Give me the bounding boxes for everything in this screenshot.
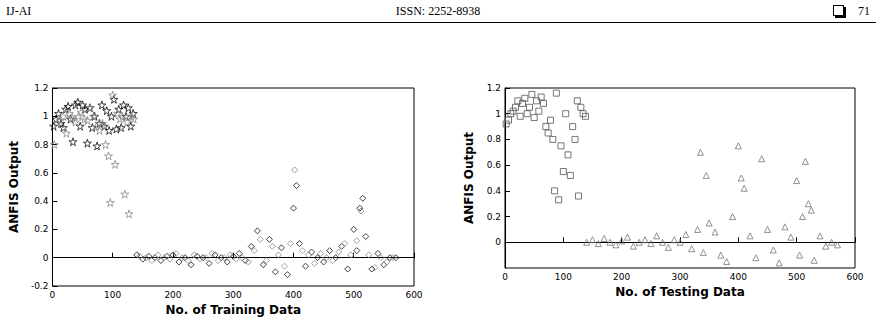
svg-text:No. of Training Data: No. of Training Data (165, 303, 301, 317)
svg-text:No. of Testing Data: No. of Testing Data (615, 285, 745, 299)
svg-text:400: 400 (730, 272, 747, 282)
svg-text:0.2: 0.2 (34, 224, 48, 234)
svg-text:ANFIS Output: ANFIS Output (462, 132, 476, 224)
svg-text:200: 200 (164, 290, 181, 300)
svg-text:0.2: 0.2 (487, 212, 501, 222)
svg-text:600: 600 (846, 272, 863, 282)
svg-text:0.4: 0.4 (487, 186, 502, 196)
svg-text:1: 1 (43, 111, 49, 121)
svg-text:0: 0 (495, 237, 501, 247)
svg-text:500: 500 (788, 272, 805, 282)
svg-text:0.6: 0.6 (487, 160, 502, 170)
html-text:IJ-AI: IJ-AI (6, 4, 32, 18)
svg-text:ANFIS Output: ANFIS Output (7, 141, 21, 233)
svg-text:100: 100 (555, 272, 572, 282)
svg-text:100: 100 (104, 290, 121, 300)
svg-text:300: 300 (671, 272, 688, 282)
svg-text:1.2: 1.2 (487, 83, 501, 93)
svg-text:1: 1 (495, 109, 501, 119)
svg-text:600: 600 (405, 290, 422, 300)
html-text:ISSN: 2252-8938: ISSN: 2252-8938 (395, 4, 481, 18)
svg-text:1.2: 1.2 (34, 83, 48, 93)
svg-text:300: 300 (225, 290, 242, 300)
svg-text:400: 400 (285, 290, 302, 300)
html-text:71: 71 (858, 4, 870, 18)
svg-text:0.8: 0.8 (34, 140, 49, 150)
svg-text:200: 200 (613, 272, 630, 282)
svg-text:0.6: 0.6 (34, 168, 49, 178)
svg-text:0.8: 0.8 (487, 134, 502, 144)
svg-text:500: 500 (345, 290, 362, 300)
svg-text:0: 0 (502, 272, 508, 282)
svg-text:0: 0 (50, 290, 56, 300)
svg-text:0.4: 0.4 (34, 196, 49, 206)
svg-text:-0.2: -0.2 (31, 281, 49, 291)
svg-text:0: 0 (43, 253, 49, 263)
